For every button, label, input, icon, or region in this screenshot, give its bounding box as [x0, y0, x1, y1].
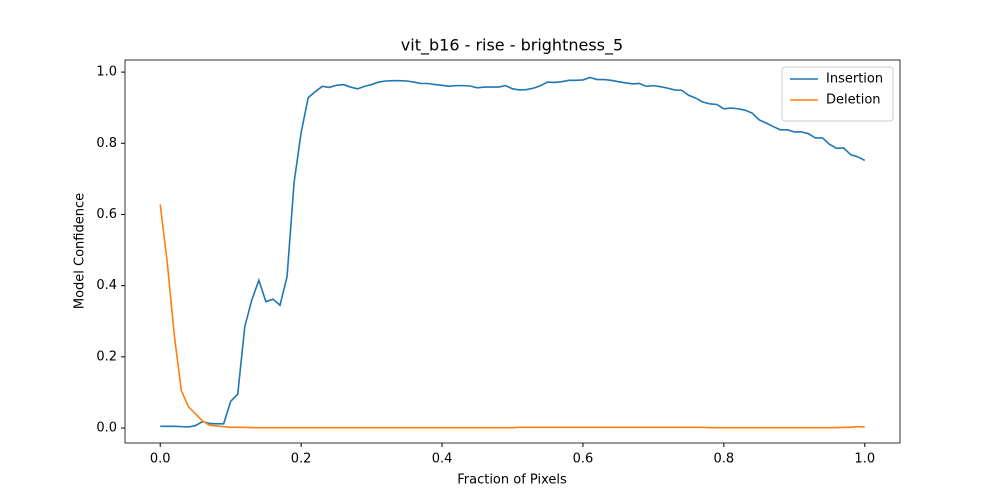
legend-label: Deletion — [826, 93, 881, 108]
y-tick-label: 0.6 — [96, 207, 117, 222]
y-tick-label: 0.2 — [96, 349, 117, 364]
legend-label: Insertion — [826, 72, 883, 87]
series-line — [159, 204, 865, 429]
plot-frame — [124, 59, 901, 444]
y-axis-label: Model Confidence — [73, 193, 88, 309]
x-tick-label: 0.8 — [714, 452, 735, 467]
y-tick-label: 0.4 — [96, 278, 117, 293]
y-tick-label: 0.8 — [96, 136, 117, 151]
x-axis-label: Fraction of Pixels — [457, 473, 567, 488]
y-tick-label: 1.0 — [96, 65, 117, 80]
series-line — [160, 76, 866, 428]
x-tick-label: 0.2 — [291, 452, 312, 467]
x-tick-label: 0.6 — [573, 452, 594, 467]
legend-box — [781, 66, 894, 122]
x-tick-label: 1.0 — [854, 452, 875, 467]
chart-title: vit_b16 - rise - brightness_5 — [401, 36, 623, 56]
y-tick-label: 0.0 — [96, 421, 117, 436]
x-tick-label: 0.4 — [432, 452, 453, 467]
x-tick-label: 0.0 — [150, 452, 171, 467]
